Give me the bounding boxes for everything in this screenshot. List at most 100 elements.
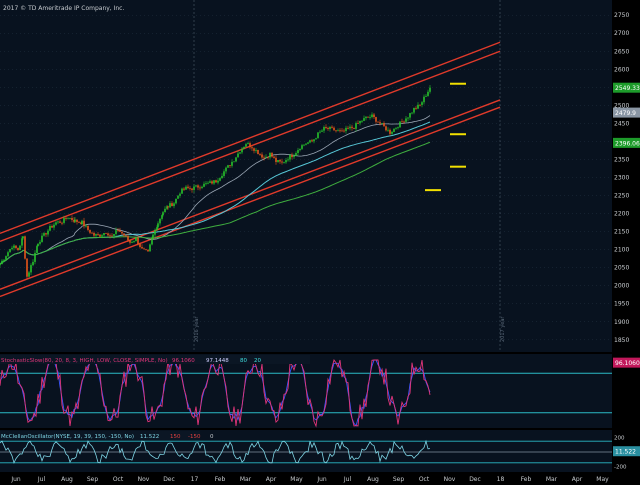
y-tick-label: 1950 bbox=[614, 301, 629, 308]
candle-body bbox=[349, 126, 351, 129]
x-tick-label: 17 bbox=[191, 476, 199, 483]
candle-body bbox=[49, 226, 51, 231]
y-tick-label: 2100 bbox=[614, 247, 629, 254]
stoch-header-bg bbox=[0, 355, 310, 364]
candle-body bbox=[95, 234, 97, 236]
x-tick-label: Aug bbox=[61, 476, 73, 483]
x-tick-label: Nov bbox=[138, 476, 150, 483]
candle-body bbox=[162, 212, 164, 216]
candle-body bbox=[345, 127, 347, 132]
y-tick-label: 2150 bbox=[614, 229, 629, 236]
candle-body bbox=[369, 117, 371, 118]
mc-header: McClellanOscillator(NYSE, 19, 39, 150, -… bbox=[0, 431, 214, 440]
candle-body bbox=[413, 107, 415, 113]
candle-body bbox=[223, 171, 225, 176]
mc-header-bg bbox=[0, 431, 200, 440]
candle-body bbox=[154, 229, 156, 235]
candle-body bbox=[367, 116, 369, 118]
candle-body bbox=[113, 233, 115, 237]
stoch-readout: 97.1448 bbox=[206, 358, 229, 364]
candle-body bbox=[103, 233, 105, 236]
time-x-axis[interactable]: Jun Jul Aug Sep Oct Nov Dec 17 Feb Mar Apr May Jun Ju… bbox=[0, 473, 640, 485]
candle-body bbox=[199, 187, 201, 189]
candle-body bbox=[307, 142, 309, 144]
candle-body bbox=[255, 149, 257, 151]
candle-body bbox=[137, 237, 139, 245]
candle-body bbox=[37, 243, 39, 247]
candle-body bbox=[319, 131, 321, 133]
candle-body bbox=[381, 123, 383, 124]
candle-body bbox=[121, 231, 123, 234]
candle-body bbox=[313, 139, 315, 142]
candle-body bbox=[5, 256, 7, 260]
candle-body bbox=[343, 130, 345, 132]
channel-line bbox=[0, 41, 501, 235]
candle-body bbox=[279, 160, 281, 162]
x-axis-bg bbox=[0, 473, 640, 485]
main-y-axis[interactable]: 2750270026502600255025002450240023502300… bbox=[613, 12, 640, 344]
candle-body bbox=[407, 117, 409, 119]
candle-body bbox=[22, 236, 24, 239]
candle-body bbox=[91, 232, 93, 234]
mc-value-label: 11.522 bbox=[615, 449, 636, 456]
stoch-y-axis[interactable]: 96.1060 bbox=[613, 357, 640, 368]
candle-body bbox=[329, 126, 331, 129]
y-tick-label: 2500 bbox=[614, 102, 629, 109]
candle-body bbox=[311, 140, 313, 142]
candle-body bbox=[331, 126, 333, 128]
candle-body bbox=[101, 235, 103, 237]
candle-body bbox=[34, 252, 36, 262]
mcclellan-line bbox=[0, 439, 431, 464]
candle-body bbox=[76, 219, 78, 222]
candle-body bbox=[139, 244, 141, 248]
candle-body bbox=[55, 222, 57, 225]
price-badge-label: 2549.33 bbox=[615, 85, 640, 92]
candle-body bbox=[28, 272, 30, 277]
candle-body bbox=[399, 121, 401, 128]
candle-body bbox=[24, 236, 26, 259]
stoch-header: StochasticSlow(80, 20, 8, 3, HIGH, LOW, … bbox=[0, 355, 310, 364]
candle-body bbox=[405, 118, 407, 122]
y-tick-label: 2300 bbox=[614, 175, 629, 182]
x-tick-label: Jul bbox=[343, 476, 352, 483]
y-tick-label: 2050 bbox=[614, 265, 629, 272]
candle-body bbox=[209, 181, 211, 183]
x-tick-label: May bbox=[596, 476, 609, 483]
candle-body bbox=[393, 128, 395, 132]
y-tick-label: 1850 bbox=[614, 337, 629, 344]
candle-body bbox=[147, 250, 149, 252]
candle-body bbox=[427, 91, 429, 96]
period-label: 2017 year bbox=[500, 316, 506, 342]
candle-body bbox=[317, 132, 319, 139]
main-price-pane[interactable]: 2016 year 2017 year 2017 © TD Ameritrade … bbox=[0, 0, 612, 352]
candle-body bbox=[303, 144, 305, 146]
candle-body bbox=[32, 261, 34, 266]
mcclellan-pane[interactable]: McClellanOscillator(NYSE, 19, 39, 150, -… bbox=[0, 430, 612, 472]
x-tick-label: Feb bbox=[215, 476, 226, 483]
candle-body bbox=[179, 193, 181, 196]
candle-body bbox=[3, 259, 5, 261]
candle-body bbox=[291, 154, 293, 158]
candle-body bbox=[45, 233, 47, 235]
candle-body bbox=[233, 161, 235, 163]
y-tick-label: 2450 bbox=[614, 120, 629, 127]
x-tick-label: Sep bbox=[87, 476, 99, 483]
stochastic-pane[interactable]: StochasticSlow(80, 20, 8, 3, HIGH, LOW, … bbox=[0, 354, 612, 428]
candle-body bbox=[187, 186, 189, 188]
main-grid: 2016 year 2017 year bbox=[0, 0, 612, 352]
x-tick-label: Jul bbox=[37, 476, 46, 483]
stoch-k-line bbox=[0, 358, 431, 428]
stoch-readout: 20 bbox=[254, 358, 261, 364]
candle-body bbox=[375, 117, 377, 122]
candle-body bbox=[81, 220, 83, 225]
candle-body bbox=[207, 182, 209, 184]
candle-body bbox=[177, 195, 179, 199]
candle-body bbox=[325, 127, 327, 129]
channel-line bbox=[0, 106, 501, 298]
candle-body bbox=[36, 246, 38, 253]
candle-body bbox=[251, 147, 253, 149]
candle-body bbox=[93, 232, 95, 236]
candle-body bbox=[197, 185, 199, 188]
candle-body bbox=[87, 225, 89, 230]
